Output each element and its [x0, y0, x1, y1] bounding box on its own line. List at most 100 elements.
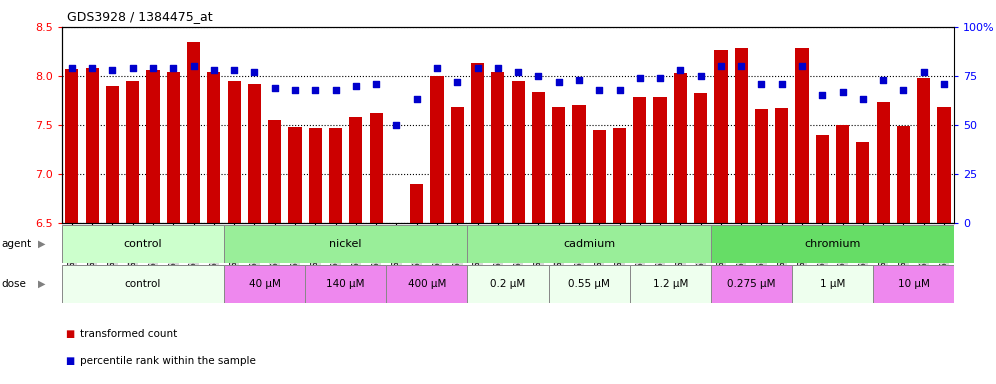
Point	[308, 86, 324, 93]
Bar	[289, 127, 302, 223]
Bar	[796, 48, 809, 223]
Bar	[694, 93, 707, 223]
Point	[895, 86, 911, 93]
Bar	[224, 225, 467, 263]
Bar	[467, 225, 711, 263]
Point	[429, 65, 445, 71]
Bar	[917, 78, 930, 223]
Point	[815, 92, 831, 98]
Text: agent: agent	[1, 239, 31, 249]
Point	[64, 65, 80, 71]
Text: 40 μM: 40 μM	[249, 279, 281, 289]
Bar	[467, 265, 549, 303]
Point	[835, 88, 851, 94]
Text: 140 μM: 140 μM	[327, 279, 365, 289]
Point	[551, 79, 567, 85]
Point	[794, 63, 810, 69]
Bar	[711, 225, 954, 263]
Bar	[653, 98, 666, 223]
Bar	[329, 128, 343, 223]
Bar	[673, 73, 687, 223]
Point	[469, 65, 485, 71]
Point	[226, 67, 242, 73]
Bar	[126, 81, 139, 223]
Point	[328, 86, 344, 93]
Text: nickel: nickel	[330, 239, 362, 249]
Text: 10 μM: 10 μM	[897, 279, 929, 289]
Text: transformed count: transformed count	[80, 329, 177, 339]
Bar	[207, 72, 220, 223]
Bar	[613, 128, 626, 223]
Bar	[268, 120, 281, 223]
Bar	[86, 68, 99, 223]
Bar	[430, 76, 443, 223]
Point	[369, 81, 384, 87]
Point	[774, 81, 790, 87]
Text: control: control	[124, 239, 162, 249]
Bar	[410, 184, 423, 223]
Point	[875, 77, 891, 83]
Bar	[633, 98, 646, 223]
Bar	[62, 265, 224, 303]
Text: GDS3928 / 1384475_at: GDS3928 / 1384475_at	[67, 10, 212, 23]
Bar	[532, 93, 545, 223]
Bar	[896, 126, 910, 223]
Point	[855, 96, 871, 103]
Text: ▶: ▶	[38, 279, 46, 289]
Bar	[350, 117, 363, 223]
Bar	[187, 41, 200, 223]
Bar	[714, 50, 727, 223]
Bar	[857, 142, 870, 223]
Point	[85, 65, 101, 71]
Point	[531, 73, 547, 79]
Point	[490, 65, 506, 71]
Point	[348, 83, 364, 89]
Bar	[146, 70, 159, 223]
Bar	[248, 84, 261, 223]
Point	[612, 86, 627, 93]
Bar	[224, 265, 305, 303]
Bar	[309, 128, 322, 223]
Text: percentile rank within the sample: percentile rank within the sample	[80, 356, 256, 366]
Text: ■: ■	[65, 356, 74, 366]
Bar	[775, 108, 789, 223]
Point	[672, 67, 688, 73]
Point	[185, 63, 201, 69]
Bar	[166, 72, 180, 223]
Point	[592, 86, 608, 93]
Text: ▶: ▶	[38, 239, 46, 249]
Point	[733, 63, 749, 69]
Point	[449, 79, 465, 85]
Bar	[66, 69, 79, 223]
Point	[713, 63, 729, 69]
Point	[571, 77, 587, 83]
Bar	[593, 130, 606, 223]
Point	[246, 69, 262, 75]
Bar	[386, 265, 467, 303]
Text: cadmium: cadmium	[563, 239, 616, 249]
Point	[287, 86, 303, 93]
Bar	[873, 265, 954, 303]
Point	[631, 75, 647, 81]
Bar	[106, 86, 120, 223]
Bar	[370, 113, 382, 223]
Text: control: control	[124, 279, 161, 289]
Bar	[755, 109, 768, 223]
Bar	[792, 265, 873, 303]
Text: dose: dose	[1, 279, 26, 289]
Bar	[552, 107, 566, 223]
Text: 0.275 μM: 0.275 μM	[727, 279, 776, 289]
Point	[267, 84, 283, 91]
Point	[510, 69, 526, 75]
Bar	[816, 135, 829, 223]
Point	[145, 65, 161, 71]
Bar	[450, 107, 464, 223]
Point	[165, 65, 181, 71]
Text: 0.55 μM: 0.55 μM	[568, 279, 610, 289]
Text: 1.2 μM: 1.2 μM	[652, 279, 688, 289]
Bar	[305, 265, 386, 303]
Point	[692, 73, 708, 79]
Text: 400 μM: 400 μM	[407, 279, 446, 289]
Point	[105, 67, 121, 73]
Bar	[711, 265, 792, 303]
